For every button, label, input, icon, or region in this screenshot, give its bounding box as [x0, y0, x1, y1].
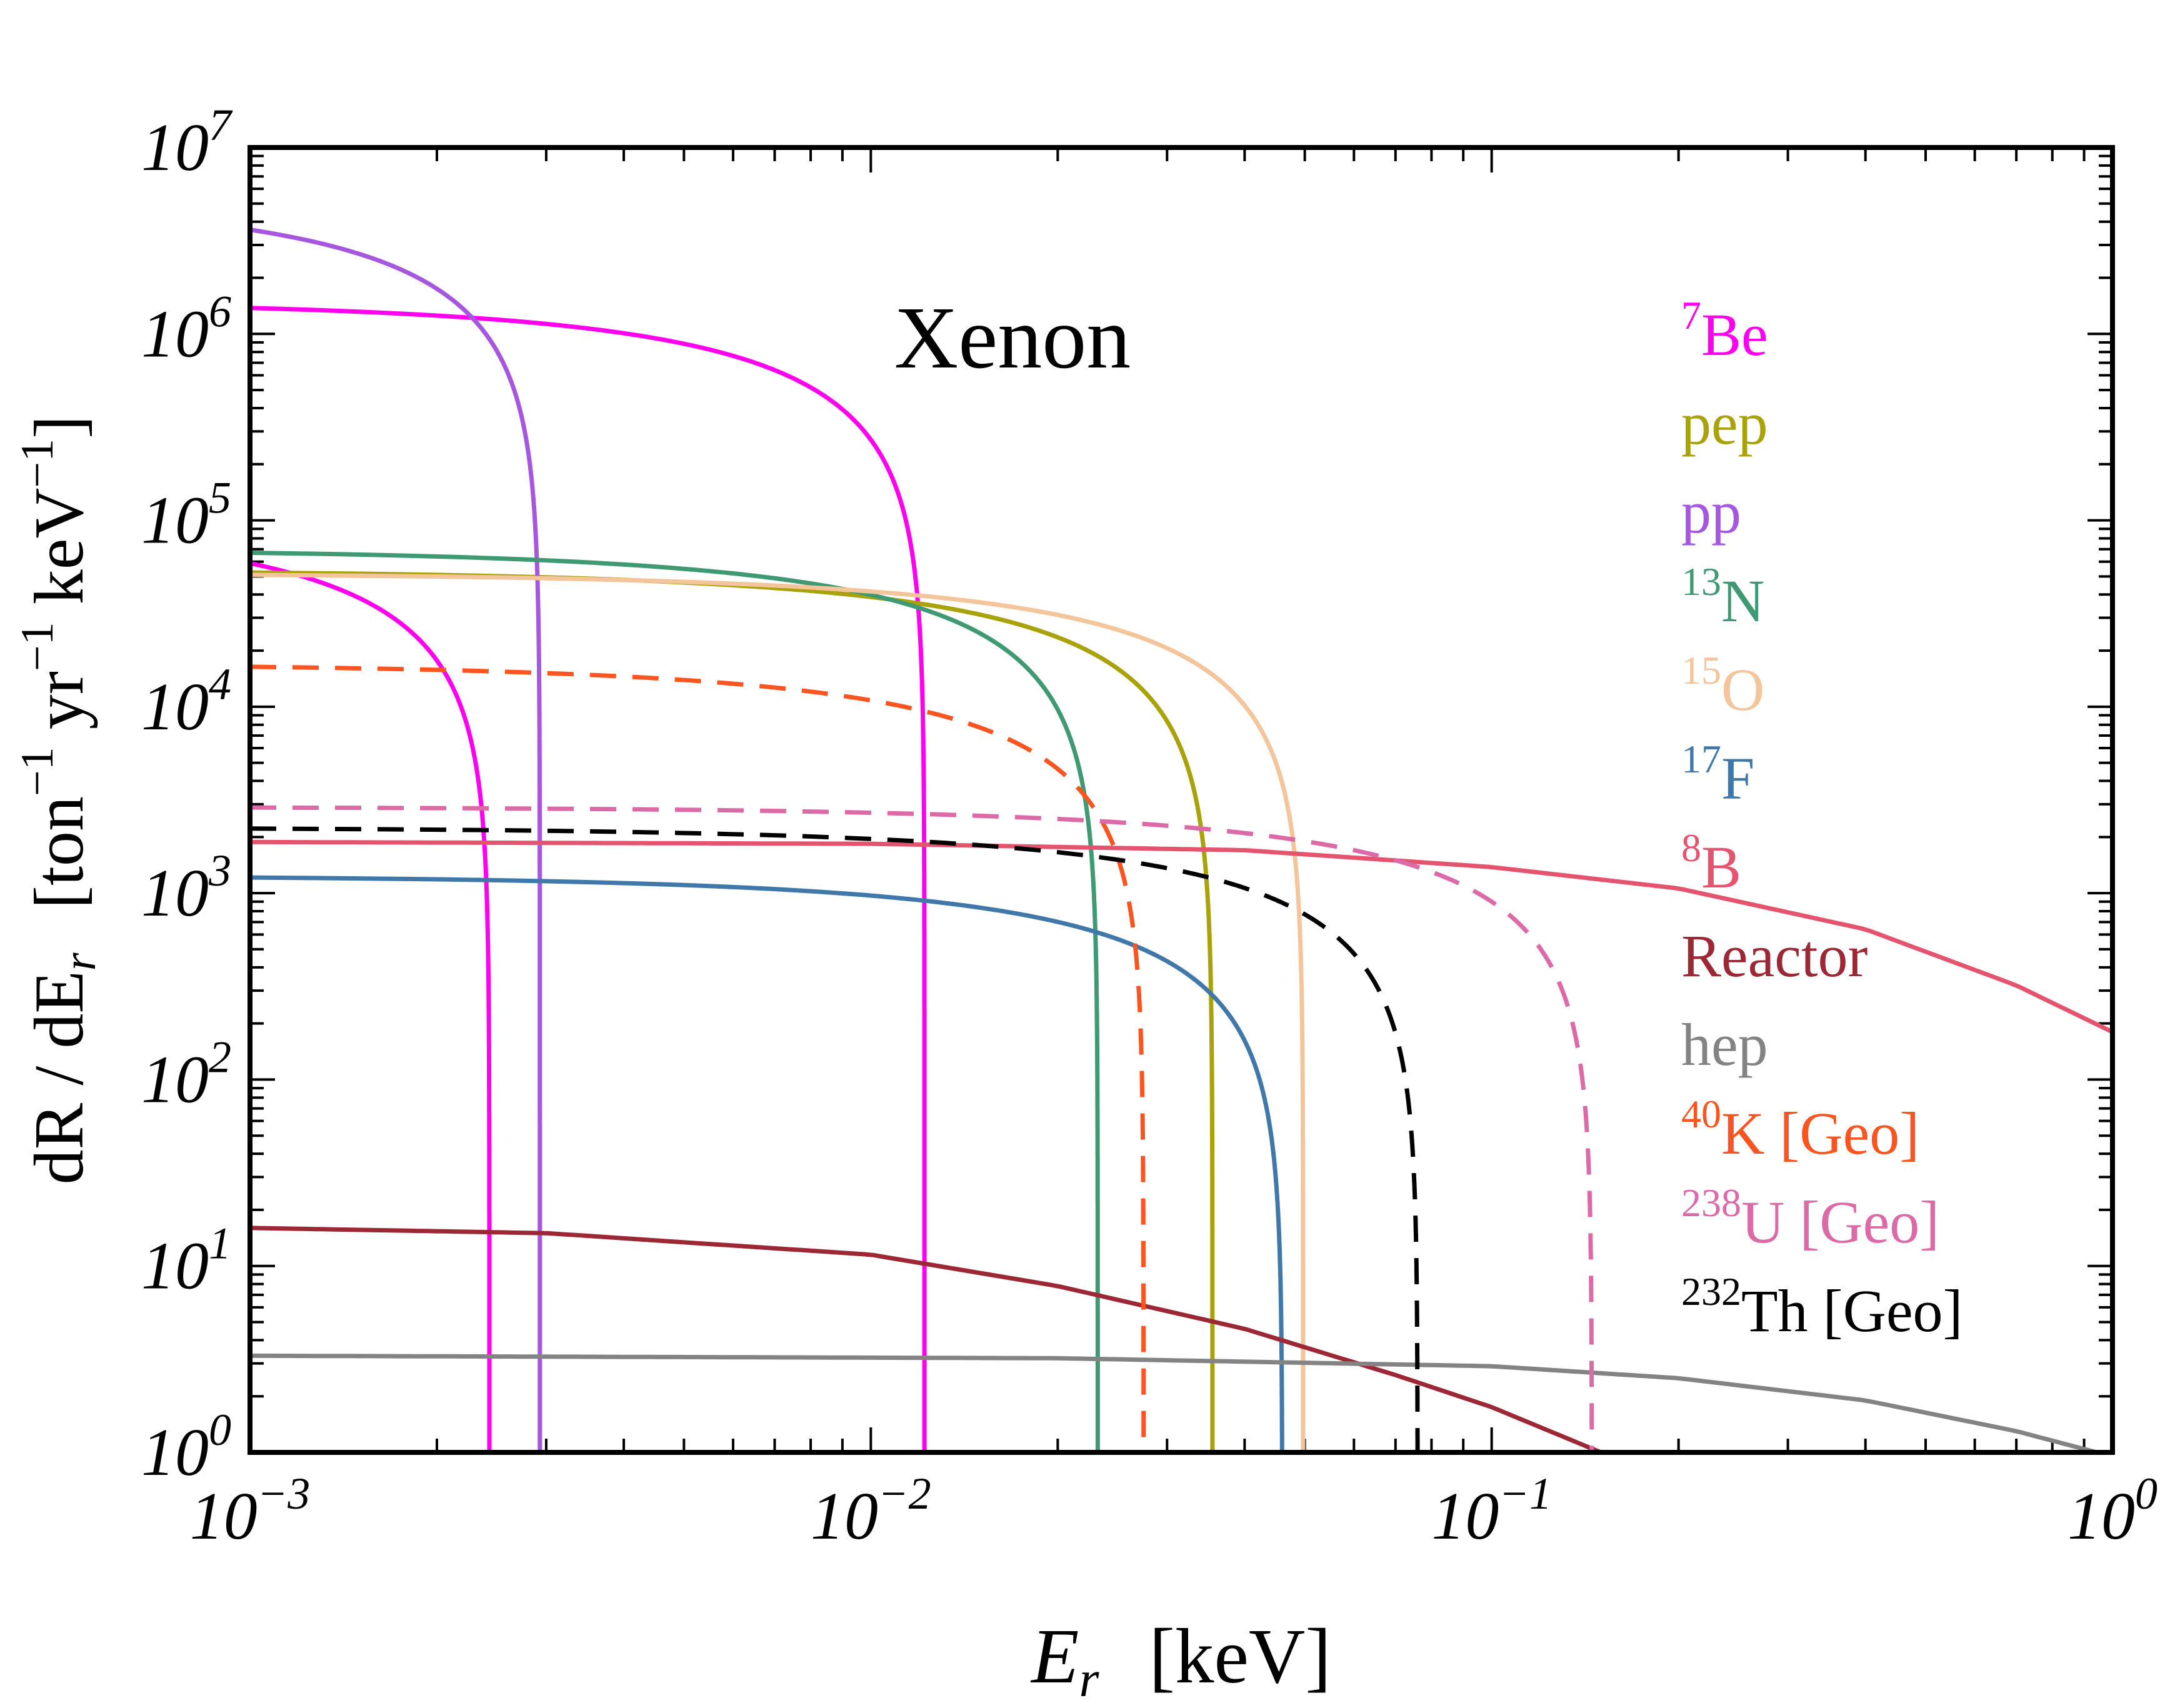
series-line-232th-geo — [250, 826, 1420, 1452]
series-line-238u-geo — [250, 805, 1594, 1452]
series-line-8b — [250, 839, 2112, 1034]
y-tick-label: 103 — [141, 846, 231, 931]
series-line-15o — [250, 572, 1306, 1452]
series-line-7be — [250, 306, 927, 1452]
x-tick-label: 10−2 — [811, 1469, 931, 1554]
x-tick-label: 10−3 — [190, 1469, 311, 1554]
series-line-pp — [250, 227, 542, 1452]
y-axis-label: dR / dEr[ton−1 yr−1 keV−1] — [12, 416, 106, 1185]
series-line-13n — [250, 551, 1100, 1452]
series-line-40k-geo — [250, 664, 1146, 1452]
x-tick-label: 100 — [2068, 1469, 2158, 1554]
series-layer — [250, 227, 2112, 1452]
legend-entry-15o: 15O — [1681, 648, 1764, 723]
series-line-17f — [250, 875, 1284, 1452]
series-line-7be-low-line — [250, 561, 492, 1452]
y-tick-label: 101 — [141, 1219, 231, 1304]
legend-entry-7be: 7Be — [1681, 293, 1768, 368]
series-line-reactor — [250, 1226, 1601, 1452]
legend-entry-238u-geo: 238U [Geo] — [1681, 1181, 1939, 1256]
x-tick-label: 10−1 — [1431, 1469, 1552, 1554]
legend-entry-232th-geo: 232Th [Geo] — [1681, 1269, 1963, 1344]
series-line-hep — [250, 1353, 2106, 1452]
series-line-pep — [250, 570, 1215, 1452]
y-tick-label: 102 — [141, 1032, 231, 1117]
y-tick-label: 107 — [141, 100, 233, 185]
legend-entry-reactor: Reactor — [1681, 922, 1868, 989]
legend: 7Be pep pp 13N 15O 17F 8B Reactor hep 40K [Geo] 23… — [1681, 293, 1963, 1344]
plot-frame — [248, 145, 2115, 1455]
axis-ticks — [250, 147, 2112, 1452]
x-axis-label: Er [keV] — [1030, 1614, 1331, 1707]
y-tick-label: 106 — [141, 286, 231, 371]
legend-entry-8b: 8B — [1681, 826, 1741, 901]
legend-entry-13n: 13N — [1681, 559, 1764, 634]
tick-labels: 10−3 10−2 10−1 100 100 101 102 103 104 105 106 107 — [141, 100, 2158, 1554]
legend-entry-hep: hep — [1681, 1011, 1768, 1078]
y-tick-label: 105 — [141, 473, 231, 558]
legend-entry-pep: pep — [1681, 390, 1768, 457]
legend-entry-40k-geo: 40K [Geo] — [1681, 1092, 1919, 1167]
y-tick-label: 104 — [141, 659, 231, 744]
y-tick-label: 100 — [141, 1405, 231, 1490]
chart-title: Xenon — [894, 288, 1131, 387]
legend-entry-17f: 17F — [1681, 737, 1754, 812]
legend-entry-pp: pp — [1681, 479, 1741, 546]
